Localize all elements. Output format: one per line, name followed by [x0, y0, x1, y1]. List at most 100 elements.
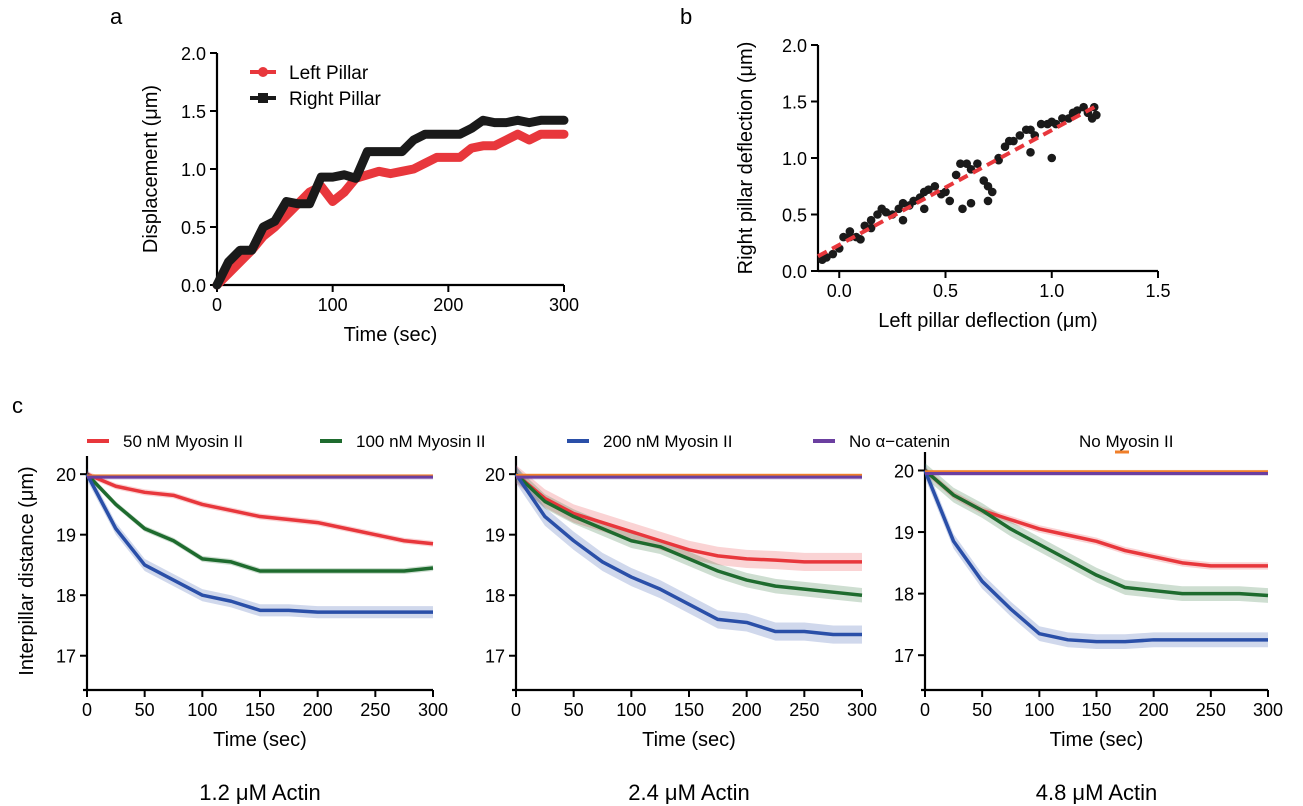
- panel-c2-band-1: [516, 466, 862, 603]
- legend-c-label-2: 200 nM Myosin II: [603, 432, 732, 451]
- panel-b-point: [987, 187, 997, 197]
- panel-c2-x-axis-title: Time (sec): [642, 729, 736, 751]
- panel-b-point: [951, 170, 961, 180]
- panel-c1-y-tick-label: 19: [56, 526, 76, 546]
- panel-a-y-tick-label: 0.5: [181, 218, 206, 238]
- panel-c2-series-2: [514, 473, 862, 637]
- panel-b-point: [945, 196, 955, 206]
- panel-c1-x-tick-label: 200: [303, 700, 333, 720]
- legend-c-label-1: 100 nM Myosin II: [356, 432, 485, 451]
- panel-c2-x-tick-label: 0: [511, 700, 521, 720]
- panel-b-point: [994, 155, 1003, 165]
- panel-a-x-tick-label: 0: [212, 295, 222, 315]
- panel-b-point: [856, 235, 865, 244]
- panel-c2-y-tick-label: 17: [485, 647, 505, 667]
- panel-b-point: [966, 198, 976, 208]
- panel-c2-caption: 2.4 μM Actin: [628, 780, 750, 805]
- panel-c1-x-tick-label: 300: [418, 700, 448, 720]
- panel-c1-y-tick-label: 18: [56, 586, 76, 606]
- panel-a-series-1: [212, 115, 569, 290]
- panel-b-y-tick-label: 1.0: [782, 149, 807, 169]
- panel-c1-y-axis-title: Interpillar distance (μm): [16, 466, 38, 675]
- panel-a-legend-label-0: Left Pillar: [289, 63, 369, 84]
- panel-c3-x-tick-label: 100: [1024, 700, 1054, 720]
- panel-a-series-0: [212, 129, 569, 290]
- panel-c1-caption: 1.2 μM Actin: [199, 780, 321, 805]
- panel-b-point: [1015, 131, 1025, 140]
- panel-c-legend: 50 nM Myosin II 100 nM Myosin II 200 nM My…: [87, 432, 1173, 454]
- panel-b-y-tick-label: 0.0: [782, 262, 807, 282]
- panel-b-y-axis-title: Right pillar deflection (μm): [735, 42, 757, 275]
- panel-c1-y-tick-label: 20: [56, 465, 76, 485]
- panel-c1-plot: 0 50 100 150 200 250 300 17 18 19 20 Time (sec) Inte…: [16, 456, 448, 805]
- panel-a-x-tick-label: 200: [433, 295, 463, 315]
- panel-b-point: [1009, 136, 1018, 146]
- panel-c2-x-tick-label: 250: [789, 700, 819, 720]
- panel-b-point: [956, 159, 965, 168]
- panel-c3-series-1: [923, 469, 1269, 598]
- panel-b-point: [1072, 106, 1082, 115]
- panel-c3-band-0: [925, 466, 1268, 570]
- panel-label-b: b: [680, 4, 692, 29]
- panel-c3-x-tick-label: 50: [972, 700, 992, 720]
- panel-b-x-tick-label: 0.5: [933, 281, 958, 301]
- panel-c3-band-1: [925, 463, 1268, 603]
- panel-c1-x-axis-title: Time (sec): [213, 729, 307, 751]
- panel-b-point: [866, 215, 876, 225]
- panel-b-point: [973, 159, 982, 168]
- legend-c-label-3: No α−catenin: [849, 432, 950, 451]
- panel-c1-x-tick-label: 150: [245, 700, 275, 720]
- panel-b-point: [909, 196, 918, 206]
- panel-c3-x-axis-title: Time (sec): [1050, 729, 1144, 751]
- panel-b-point: [930, 181, 940, 191]
- panel-a-y-tick-label: 1.0: [181, 160, 206, 180]
- panel-c2-series-1: [514, 472, 863, 597]
- panel-a-plot: 0 100 200 300 0.0 0.5 1.0 1.5 2.0 Time (sec) Displ…: [140, 44, 579, 346]
- panel-c2-y-tick-label: 19: [485, 526, 505, 546]
- panel-b-y-tick-label: 0.5: [782, 206, 807, 226]
- panel-b-x-tick-label: 0.0: [827, 281, 852, 301]
- panel-a-y-tick-label: 1.5: [181, 102, 206, 122]
- panel-b-point: [1092, 110, 1101, 120]
- panel-c3-band-2: [925, 463, 1268, 650]
- panel-c3-x-tick-label: 150: [1081, 700, 1111, 720]
- panel-label-c: c: [12, 393, 23, 418]
- panel-a-y-tick-label: 0.0: [181, 276, 206, 296]
- panel-c1-x-tick-label: 250: [360, 700, 390, 720]
- panel-b-point: [822, 253, 831, 262]
- panel-b-x-tick-label: 1.5: [1145, 281, 1170, 301]
- panel-b-point: [1026, 148, 1035, 157]
- panel-c2-plot: 0 50 100 150 200 250 300 17 18 19 20 Time (sec) 2.4 …: [485, 456, 877, 805]
- panel-c3-plot: 0 50 100 150 200 250 300 17 18 19 20 Time (sec) 4.8 …: [894, 452, 1283, 805]
- panel-a-x-tick-label: 300: [549, 295, 579, 315]
- panel-b-point: [983, 196, 993, 206]
- panel-a-y-tick-label: 2.0: [181, 44, 206, 64]
- panel-c1-series-0: [86, 472, 434, 546]
- legend-c-label-4: No Myosin II: [1079, 432, 1173, 451]
- panel-a-y-axis-title: Displacement (μm): [140, 85, 162, 253]
- panel-b-point: [1058, 114, 1067, 123]
- panel-c2-series-0: [514, 472, 862, 564]
- panel-c3-y-tick-label: 18: [894, 585, 914, 605]
- panel-c3-x-tick-label: 300: [1253, 700, 1283, 720]
- panel-b-x-tick-label: 1.0: [1039, 281, 1064, 301]
- panel-b-plot: 0.0 0.5 1.0 1.5 0.0 0.5 1.0 1.5 2.0 Left pillar d…: [735, 36, 1171, 332]
- panel-b-y-tick-label: 2.0: [782, 36, 807, 56]
- panel-c2-y-tick-label: 18: [485, 586, 505, 606]
- panel-c2-x-tick-label: 50: [564, 700, 584, 720]
- legend-c-label-0: 50 nM Myosin II: [123, 432, 243, 451]
- panel-c3-x-tick-label: 0: [920, 700, 930, 720]
- panel-b-point: [1036, 119, 1046, 129]
- panel-c1-x-tick-label: 0: [82, 700, 92, 720]
- panel-c2-x-tick-label: 200: [732, 700, 762, 720]
- panel-b-point: [919, 204, 929, 214]
- panel-a-x-tick-label: 100: [318, 295, 348, 315]
- panel-c2-x-tick-label: 300: [847, 700, 877, 720]
- panel-c3-y-tick-label: 20: [894, 461, 914, 481]
- panel-b-point: [924, 185, 933, 194]
- panel-c1-x-tick-label: 50: [135, 700, 155, 720]
- panel-c1-series-2: [85, 473, 433, 614]
- panel-a-x-axis-title: Time (sec): [344, 324, 438, 346]
- panel-b-y-tick-label: 1.5: [782, 93, 807, 113]
